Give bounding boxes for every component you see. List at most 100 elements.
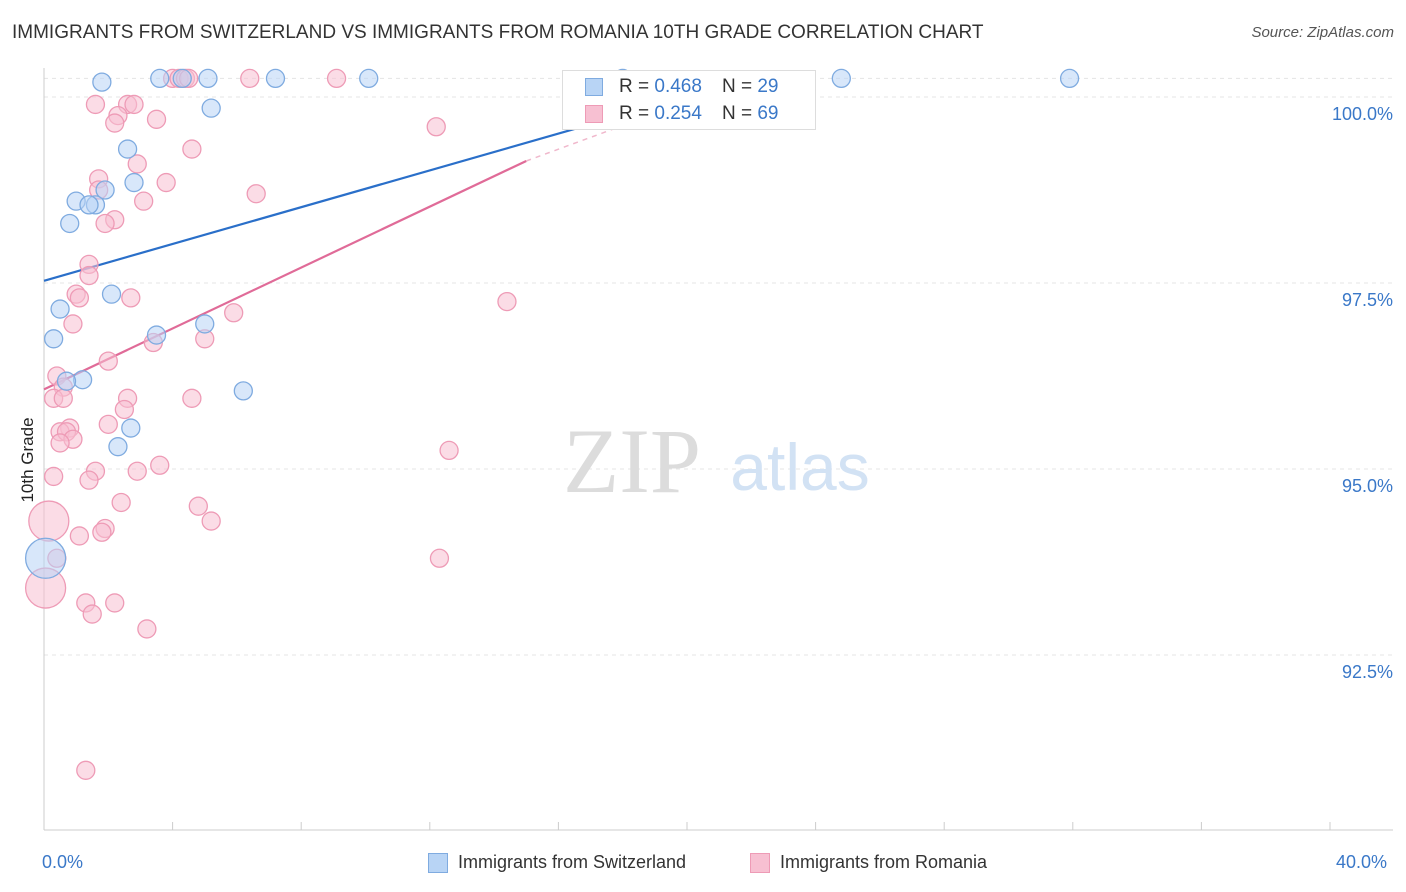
point-romania [182,139,202,159]
point-romania [98,351,118,371]
y-axis-label: 10th Grade [18,417,37,503]
n-value: 29 [757,76,779,97]
point-switzerland [121,418,141,438]
legend-swatch-blue-icon [428,852,448,873]
point-romania [121,288,141,308]
legend-label-romania: Immigrants from Romania [780,852,988,872]
point-switzerland [195,314,215,334]
point-switzerland [24,537,67,579]
legend-item-romania[interactable]: Immigrants from Romania [750,852,987,873]
point-romania [98,414,118,435]
swatch-switzerland-icon [585,78,603,96]
r-label: R = [619,103,650,124]
point-romania [188,496,208,516]
point-romania [201,511,221,531]
point-switzerland [43,329,64,349]
stats-legend: R = 0.468 N = 29 R = 0.254 N = 69 [562,70,816,130]
swatch-romania-icon [585,105,603,123]
point-switzerland [201,98,221,118]
point-romania [105,593,125,613]
trend-line-romania [43,159,527,391]
stats-row-switzerland: R = 0.468 N = 29 [585,76,778,98]
y-tick-label: 95.0% [1342,476,1393,496]
watermark-zip: ZIP [563,410,701,512]
point-romania [156,172,176,193]
point-romania [50,433,70,453]
n-label: N = [721,76,753,97]
point-romania [246,184,266,204]
chart-title: IMMIGRANTS FROM SWITZERLAND VS IMMIGRANT… [12,22,984,43]
point-switzerland [101,284,122,304]
point-romania [105,113,125,133]
point-romania [79,470,99,490]
y-tick-label: 97.5% [1342,290,1393,310]
legend-label-switzerland: Immigrants from Switzerland [458,852,687,872]
chart-source: Source: ZipAtlas.com [1251,24,1394,41]
n-label: N = [721,103,753,124]
bottom-legend: Immigrants from Switzerland Immigrants f… [0,852,1406,878]
point-romania [43,466,64,487]
point-switzerland [60,213,80,234]
y-tick-label: 100.0% [1332,104,1393,124]
point-switzerland [172,68,192,89]
point-switzerland [150,68,170,89]
legend-swatch-pink-icon [750,852,770,873]
watermark: ZIP atlas [563,410,870,512]
r-label: R = [619,76,650,97]
point-romania [127,461,147,481]
point-romania [240,68,260,89]
point-switzerland [831,68,851,89]
point-romania [429,548,450,568]
point-switzerland [265,68,286,89]
y-tick-label: 92.5% [1342,662,1393,682]
x-tick-label-max: 40.0% [1336,852,1388,872]
point-romania [28,500,70,542]
point-switzerland [124,172,144,193]
point-romania [111,492,131,513]
point-switzerland [359,68,379,89]
point-romania [82,604,102,624]
point-romania [127,154,147,174]
n-value: 69 [757,103,779,124]
point-romania [439,440,459,461]
point-switzerland [56,371,77,391]
point-romania [497,291,517,312]
point-romania [224,303,244,323]
point-switzerland [117,139,138,159]
point-switzerland [1059,68,1080,89]
point-switzerland [95,180,115,200]
legend-item-switzerland[interactable]: Immigrants from Switzerland [428,852,686,873]
point-romania [79,265,99,286]
point-romania [69,288,90,308]
point-romania [63,314,83,334]
points-layer [24,68,1080,780]
grid-layer [44,77,1393,656]
point-switzerland [146,325,167,345]
point-romania [95,213,115,234]
stats-row-romania: R = 0.254 N = 69 [585,103,778,125]
point-switzerland [198,68,218,89]
point-romania [76,760,96,780]
point-romania [137,619,157,639]
r-value: 0.254 [654,103,702,124]
point-romania [150,455,170,475]
point-romania [182,388,202,408]
point-romania [85,94,106,115]
point-switzerland [50,299,70,319]
point-switzerland [72,370,93,390]
point-switzerland [108,437,128,457]
point-romania [92,522,112,542]
axis-layer [43,68,1393,831]
x-tick-label-min: 0.0% [42,852,84,872]
point-switzerland [79,195,99,215]
point-romania [146,109,167,129]
point-romania [114,399,135,420]
point-romania [134,191,154,211]
point-romania [53,388,73,408]
point-switzerland [92,72,112,92]
y-tick-labels: 100.0% 97.5% 95.0% 92.5% [1332,104,1393,682]
point-romania [326,68,347,89]
point-romania [426,117,446,137]
point-romania [124,94,144,115]
